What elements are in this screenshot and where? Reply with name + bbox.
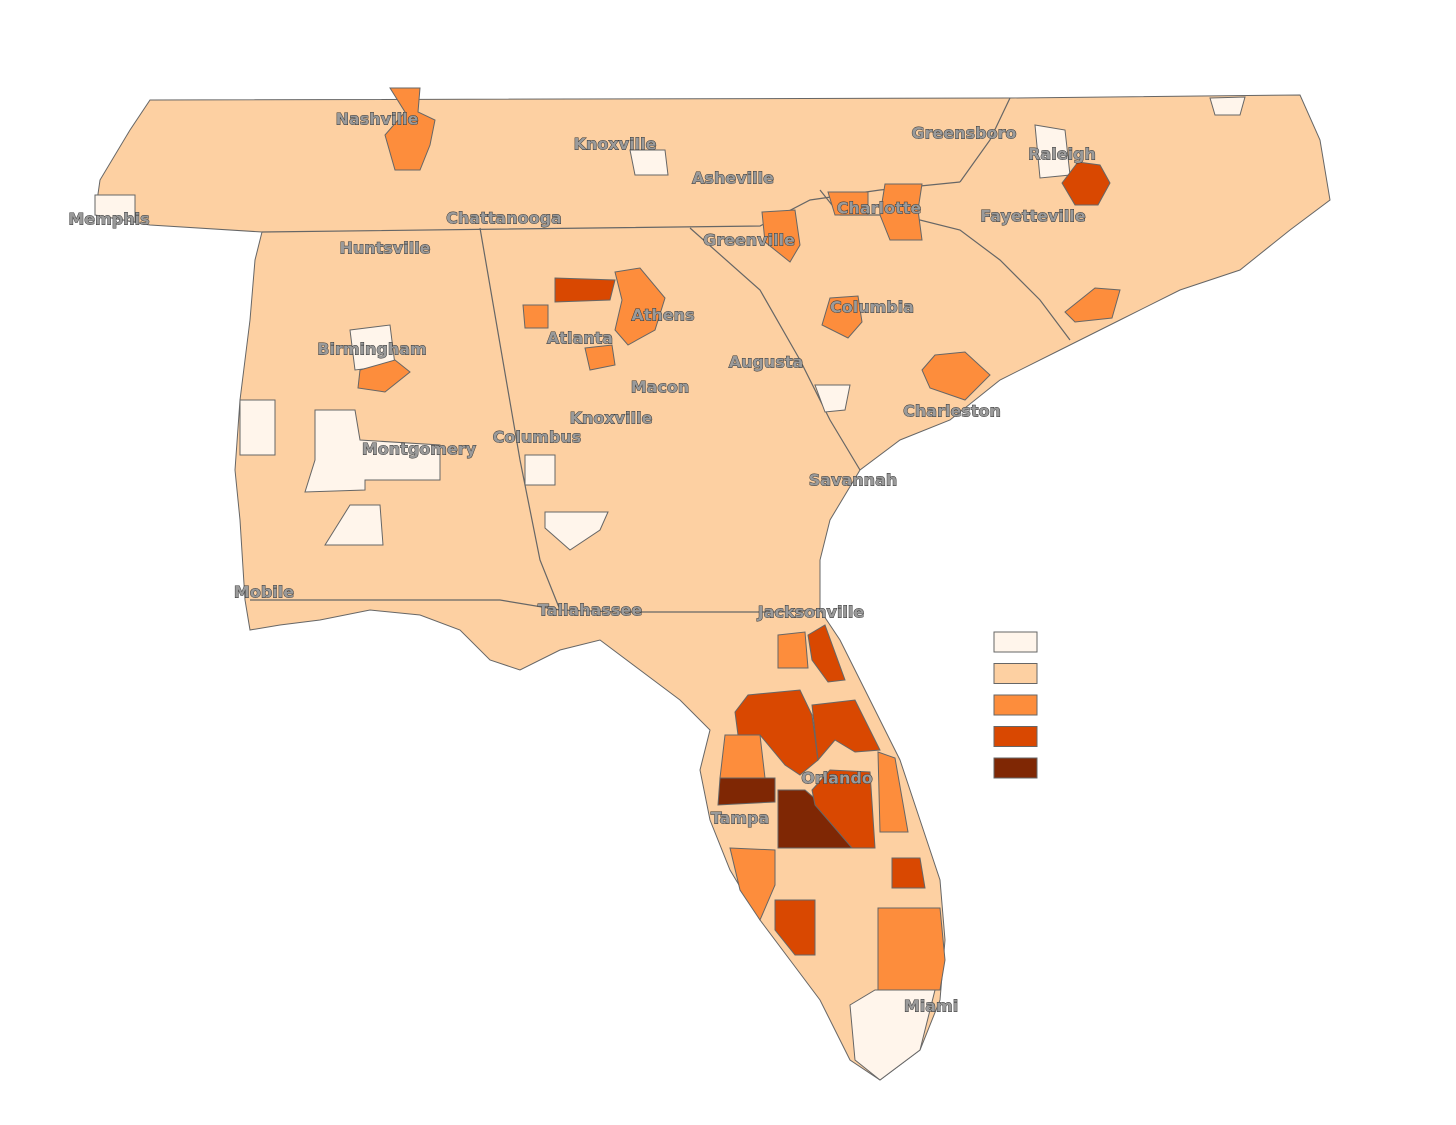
legend-swatch bbox=[993, 726, 1038, 747]
city-label: Macon bbox=[631, 378, 690, 397]
county bbox=[761, 209, 801, 263]
legend bbox=[993, 631, 1038, 779]
legend-swatch bbox=[993, 694, 1038, 716]
county bbox=[524, 454, 556, 486]
legend-swatch bbox=[993, 631, 1038, 653]
city-label: Mobile bbox=[234, 583, 294, 602]
city-labels: Nashville Knoxville Greensboro Raleigh A… bbox=[68, 109, 1096, 1016]
state-border bbox=[689, 227, 861, 471]
city-label: Chattanooga bbox=[446, 209, 562, 228]
city-label: Jacksonville bbox=[757, 603, 865, 622]
county bbox=[1209, 96, 1246, 116]
city-label: Greenville bbox=[703, 231, 795, 250]
state-border bbox=[479, 227, 561, 611]
county bbox=[304, 409, 441, 493]
counties bbox=[94, 87, 1246, 1081]
city-label: Athens bbox=[631, 306, 694, 325]
county bbox=[1064, 287, 1121, 323]
county bbox=[1061, 161, 1111, 206]
city-label: Tallahassee bbox=[538, 601, 643, 620]
city-label: Orlando bbox=[801, 769, 873, 788]
county bbox=[729, 847, 776, 922]
county bbox=[94, 194, 136, 223]
city-label: Charleston bbox=[903, 402, 1001, 421]
city-label: Asheville bbox=[692, 169, 774, 188]
county bbox=[877, 907, 946, 991]
county bbox=[774, 899, 816, 956]
state-border bbox=[959, 97, 1011, 183]
city-label: Raleigh bbox=[1028, 145, 1096, 164]
county bbox=[522, 304, 549, 329]
county bbox=[807, 624, 846, 683]
county bbox=[324, 504, 384, 546]
city-label: Birmingham bbox=[317, 340, 426, 359]
county bbox=[811, 769, 876, 849]
county bbox=[717, 777, 776, 806]
county bbox=[357, 359, 411, 393]
city-label: Savannah bbox=[809, 471, 898, 490]
county bbox=[239, 399, 276, 456]
city-label: Charlotte bbox=[837, 199, 922, 218]
county bbox=[777, 631, 809, 669]
city-label: Tampa bbox=[711, 809, 770, 828]
city-label: Knoxville bbox=[570, 409, 653, 428]
state-border bbox=[250, 599, 821, 613]
city-label: Columbus bbox=[493, 428, 582, 447]
county bbox=[614, 267, 666, 346]
city-label: Knoxville bbox=[574, 135, 657, 154]
city-label: Huntsville bbox=[339, 239, 430, 258]
county bbox=[814, 384, 851, 413]
city-label: Fayetteville bbox=[980, 207, 1086, 226]
county bbox=[821, 295, 863, 339]
county bbox=[629, 149, 669, 176]
county bbox=[921, 351, 991, 401]
county bbox=[544, 511, 609, 551]
city-label: Nashville bbox=[336, 110, 419, 129]
county bbox=[827, 191, 869, 216]
county bbox=[891, 857, 926, 889]
city-label: Montgomery bbox=[362, 440, 477, 459]
region-outline bbox=[94, 94, 1331, 1081]
county bbox=[811, 699, 881, 762]
county bbox=[554, 277, 616, 303]
county bbox=[384, 87, 436, 171]
city-label: Memphis bbox=[68, 210, 149, 229]
county bbox=[584, 344, 616, 371]
city-label: Greensboro bbox=[912, 124, 1017, 143]
city-label: Miami bbox=[904, 997, 958, 1016]
county bbox=[877, 751, 909, 833]
city-label: Columbia bbox=[830, 298, 914, 317]
city-label: Augusta bbox=[729, 353, 804, 372]
city-label: Atlanta bbox=[547, 329, 613, 348]
county bbox=[879, 183, 923, 241]
county bbox=[719, 734, 766, 779]
legend-swatch bbox=[993, 757, 1038, 779]
legend-swatch bbox=[993, 663, 1038, 684]
